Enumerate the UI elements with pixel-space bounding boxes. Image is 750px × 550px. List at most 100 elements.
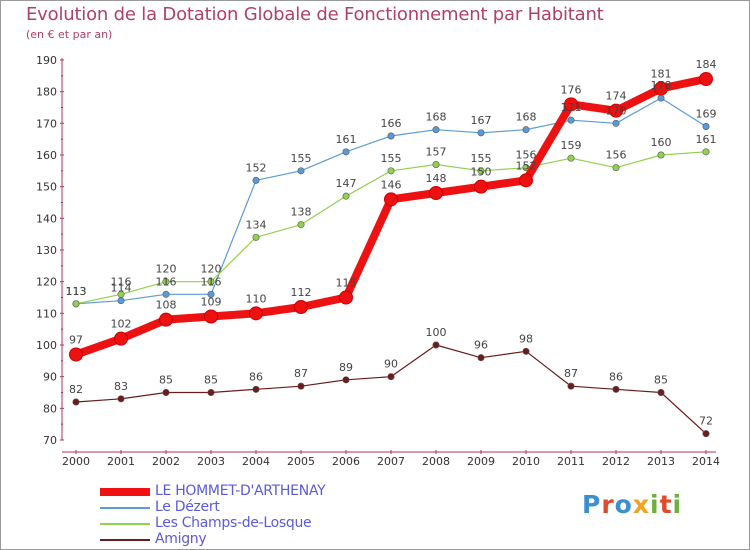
data-label: 86 <box>609 370 623 383</box>
data-point <box>522 347 530 355</box>
data-point <box>384 192 398 207</box>
logo-letter: x <box>632 490 650 519</box>
data-label: 168 <box>426 111 447 124</box>
data-point <box>162 290 170 298</box>
data-label: 108 <box>156 299 177 312</box>
data-label: 83 <box>114 380 128 393</box>
y-tick-label: 140 <box>36 212 57 225</box>
y-tick-label: 80 <box>43 402 57 415</box>
data-label: 116 <box>156 275 177 288</box>
y-tick-label: 180 <box>36 86 57 99</box>
data-point <box>702 123 710 131</box>
data-label: 159 <box>561 139 582 152</box>
data-label: 161 <box>336 133 357 146</box>
logo-letter: r <box>601 490 615 519</box>
data-point <box>252 233 260 241</box>
data-label: 161 <box>696 133 717 146</box>
data-point <box>564 97 578 112</box>
data-label: 96 <box>474 339 488 352</box>
x-tick-label: 2005 <box>287 455 315 468</box>
data-point <box>387 132 395 140</box>
x-tick-label: 2012 <box>602 455 630 468</box>
data-label: 156 <box>606 149 627 162</box>
x-tick-label: 2007 <box>377 455 405 468</box>
logo-letter: P <box>582 490 602 519</box>
data-point <box>117 395 125 403</box>
data-point <box>252 176 260 184</box>
data-point <box>207 278 215 286</box>
data-label: 152 <box>516 159 537 172</box>
data-label: 85 <box>159 374 173 387</box>
data-label: 113 <box>66 285 87 298</box>
legend-swatch-amigny <box>100 539 150 541</box>
data-label: 109 <box>201 296 222 309</box>
data-label: 170 <box>606 104 627 117</box>
x-tick-label: 2002 <box>152 455 180 468</box>
chart-title: Evolution de la Dotation Globale de Fonc… <box>26 4 604 25</box>
data-label: 116 <box>201 275 222 288</box>
data-point <box>72 300 80 308</box>
data-label: 102 <box>111 318 132 331</box>
data-label: 116 <box>111 275 132 288</box>
x-tick-label: 2003 <box>197 455 225 468</box>
data-label: 90 <box>384 358 398 371</box>
data-point <box>117 290 125 298</box>
y-tick-label: 170 <box>36 117 57 130</box>
data-label: 176 <box>561 83 582 96</box>
series-layer <box>69 72 713 438</box>
data-label: 120 <box>201 263 222 276</box>
logo-letter: i <box>672 490 683 519</box>
data-label: 89 <box>339 361 353 374</box>
data-label: 155 <box>381 152 402 165</box>
legend-label-le-hommet: LE HOMMET-D'ARTHENAY <box>155 483 326 499</box>
data-point <box>522 126 530 134</box>
y-tick-label: 160 <box>36 149 57 162</box>
data-point <box>432 126 440 134</box>
data-point <box>342 376 350 384</box>
data-label: 134 <box>246 218 267 231</box>
data-point <box>657 151 665 159</box>
data-point <box>612 119 620 127</box>
data-point <box>294 300 308 314</box>
legend: LE HOMMET-D'ARTHENAY Le Dézert Les Champ… <box>100 483 420 548</box>
x-tick-label: 2010 <box>512 455 540 468</box>
data-label: 115 <box>336 277 357 290</box>
legend-item-amigny: Amigny <box>100 531 420 548</box>
legend-item-les-champs-de-losque: Les Champs-de-Losque <box>100 515 420 532</box>
legend-item-le-hommet: LE HOMMET-D'ARTHENAY <box>100 483 420 500</box>
data-point <box>249 306 263 321</box>
data-point <box>387 373 395 381</box>
data-label: 178 <box>651 79 672 92</box>
data-label: 155 <box>471 152 492 165</box>
data-label: 168 <box>516 111 537 124</box>
legend-item-le-dezert: Le Dézert <box>100 499 420 516</box>
data-point <box>72 398 80 406</box>
data-point <box>477 167 485 175</box>
proxiti-logo: Proxiti <box>582 490 682 519</box>
data-point <box>297 221 305 229</box>
data-point <box>252 385 260 393</box>
data-point <box>162 388 170 396</box>
data-label: 110 <box>246 292 267 305</box>
data-label: 120 <box>156 263 177 276</box>
y-tick-label: 110 <box>36 307 57 320</box>
data-label: 97 <box>69 334 83 347</box>
data-point <box>387 167 395 175</box>
x-tick-label: 2011 <box>557 455 585 468</box>
logo-letter: i <box>650 490 660 519</box>
data-label: 72 <box>699 415 713 428</box>
x-tick-label: 2008 <box>422 455 450 468</box>
y-tick-label: 190 <box>36 54 57 67</box>
data-point <box>207 290 215 298</box>
data-label: 100 <box>426 326 447 339</box>
data-point <box>567 154 575 162</box>
data-point <box>204 309 218 324</box>
legend-label-le-dezert: Le Dézert <box>155 499 220 515</box>
data-label: 113 <box>66 285 87 298</box>
logo-letter: t <box>659 490 673 519</box>
data-point <box>612 164 620 172</box>
data-label: 85 <box>654 374 668 387</box>
axes: 70 80 90 100 110 120 130 140 150 160 170 180 190 2000… <box>36 54 720 468</box>
data-point <box>702 148 710 156</box>
legend-label-amigny: Amigny <box>155 531 207 547</box>
